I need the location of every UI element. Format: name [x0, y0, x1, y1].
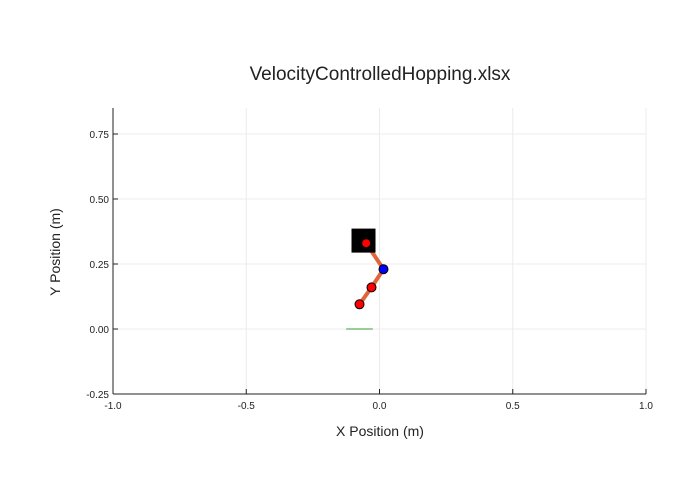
- joint-point: [378, 264, 389, 275]
- tick-labels: -1.0 -0.5 0.0 0.5 1.0 -0.25 0.00 0.25 0.50 0.75: [86, 130, 653, 412]
- x-tick-label: -1.0: [104, 401, 122, 412]
- y-tick-label: -0.25: [86, 390, 109, 401]
- joints: [354, 238, 389, 310]
- chart-title: VelocityControlledHopping.xlsx: [250, 64, 511, 85]
- x-tick-label: -0.5: [238, 401, 256, 412]
- joint-point: [354, 299, 365, 310]
- y-tick-label: 0.50: [90, 195, 110, 206]
- x-axis-label: X Position (m): [336, 423, 424, 439]
- y-tick-label: 0.75: [90, 130, 110, 141]
- joint-point: [361, 238, 372, 249]
- y-tick-label: 0.25: [90, 260, 110, 271]
- x-tick-label: 1.0: [639, 401, 653, 412]
- y-tick-label: 0.00: [90, 325, 110, 336]
- y-axis-label: Y Position (m): [47, 208, 63, 296]
- grid: [112, 108, 647, 395]
- x-tick-label: 0.5: [506, 401, 520, 412]
- joint-point: [366, 282, 377, 293]
- x-tick-label: 0.0: [373, 401, 387, 412]
- axes: [112, 108, 647, 395]
